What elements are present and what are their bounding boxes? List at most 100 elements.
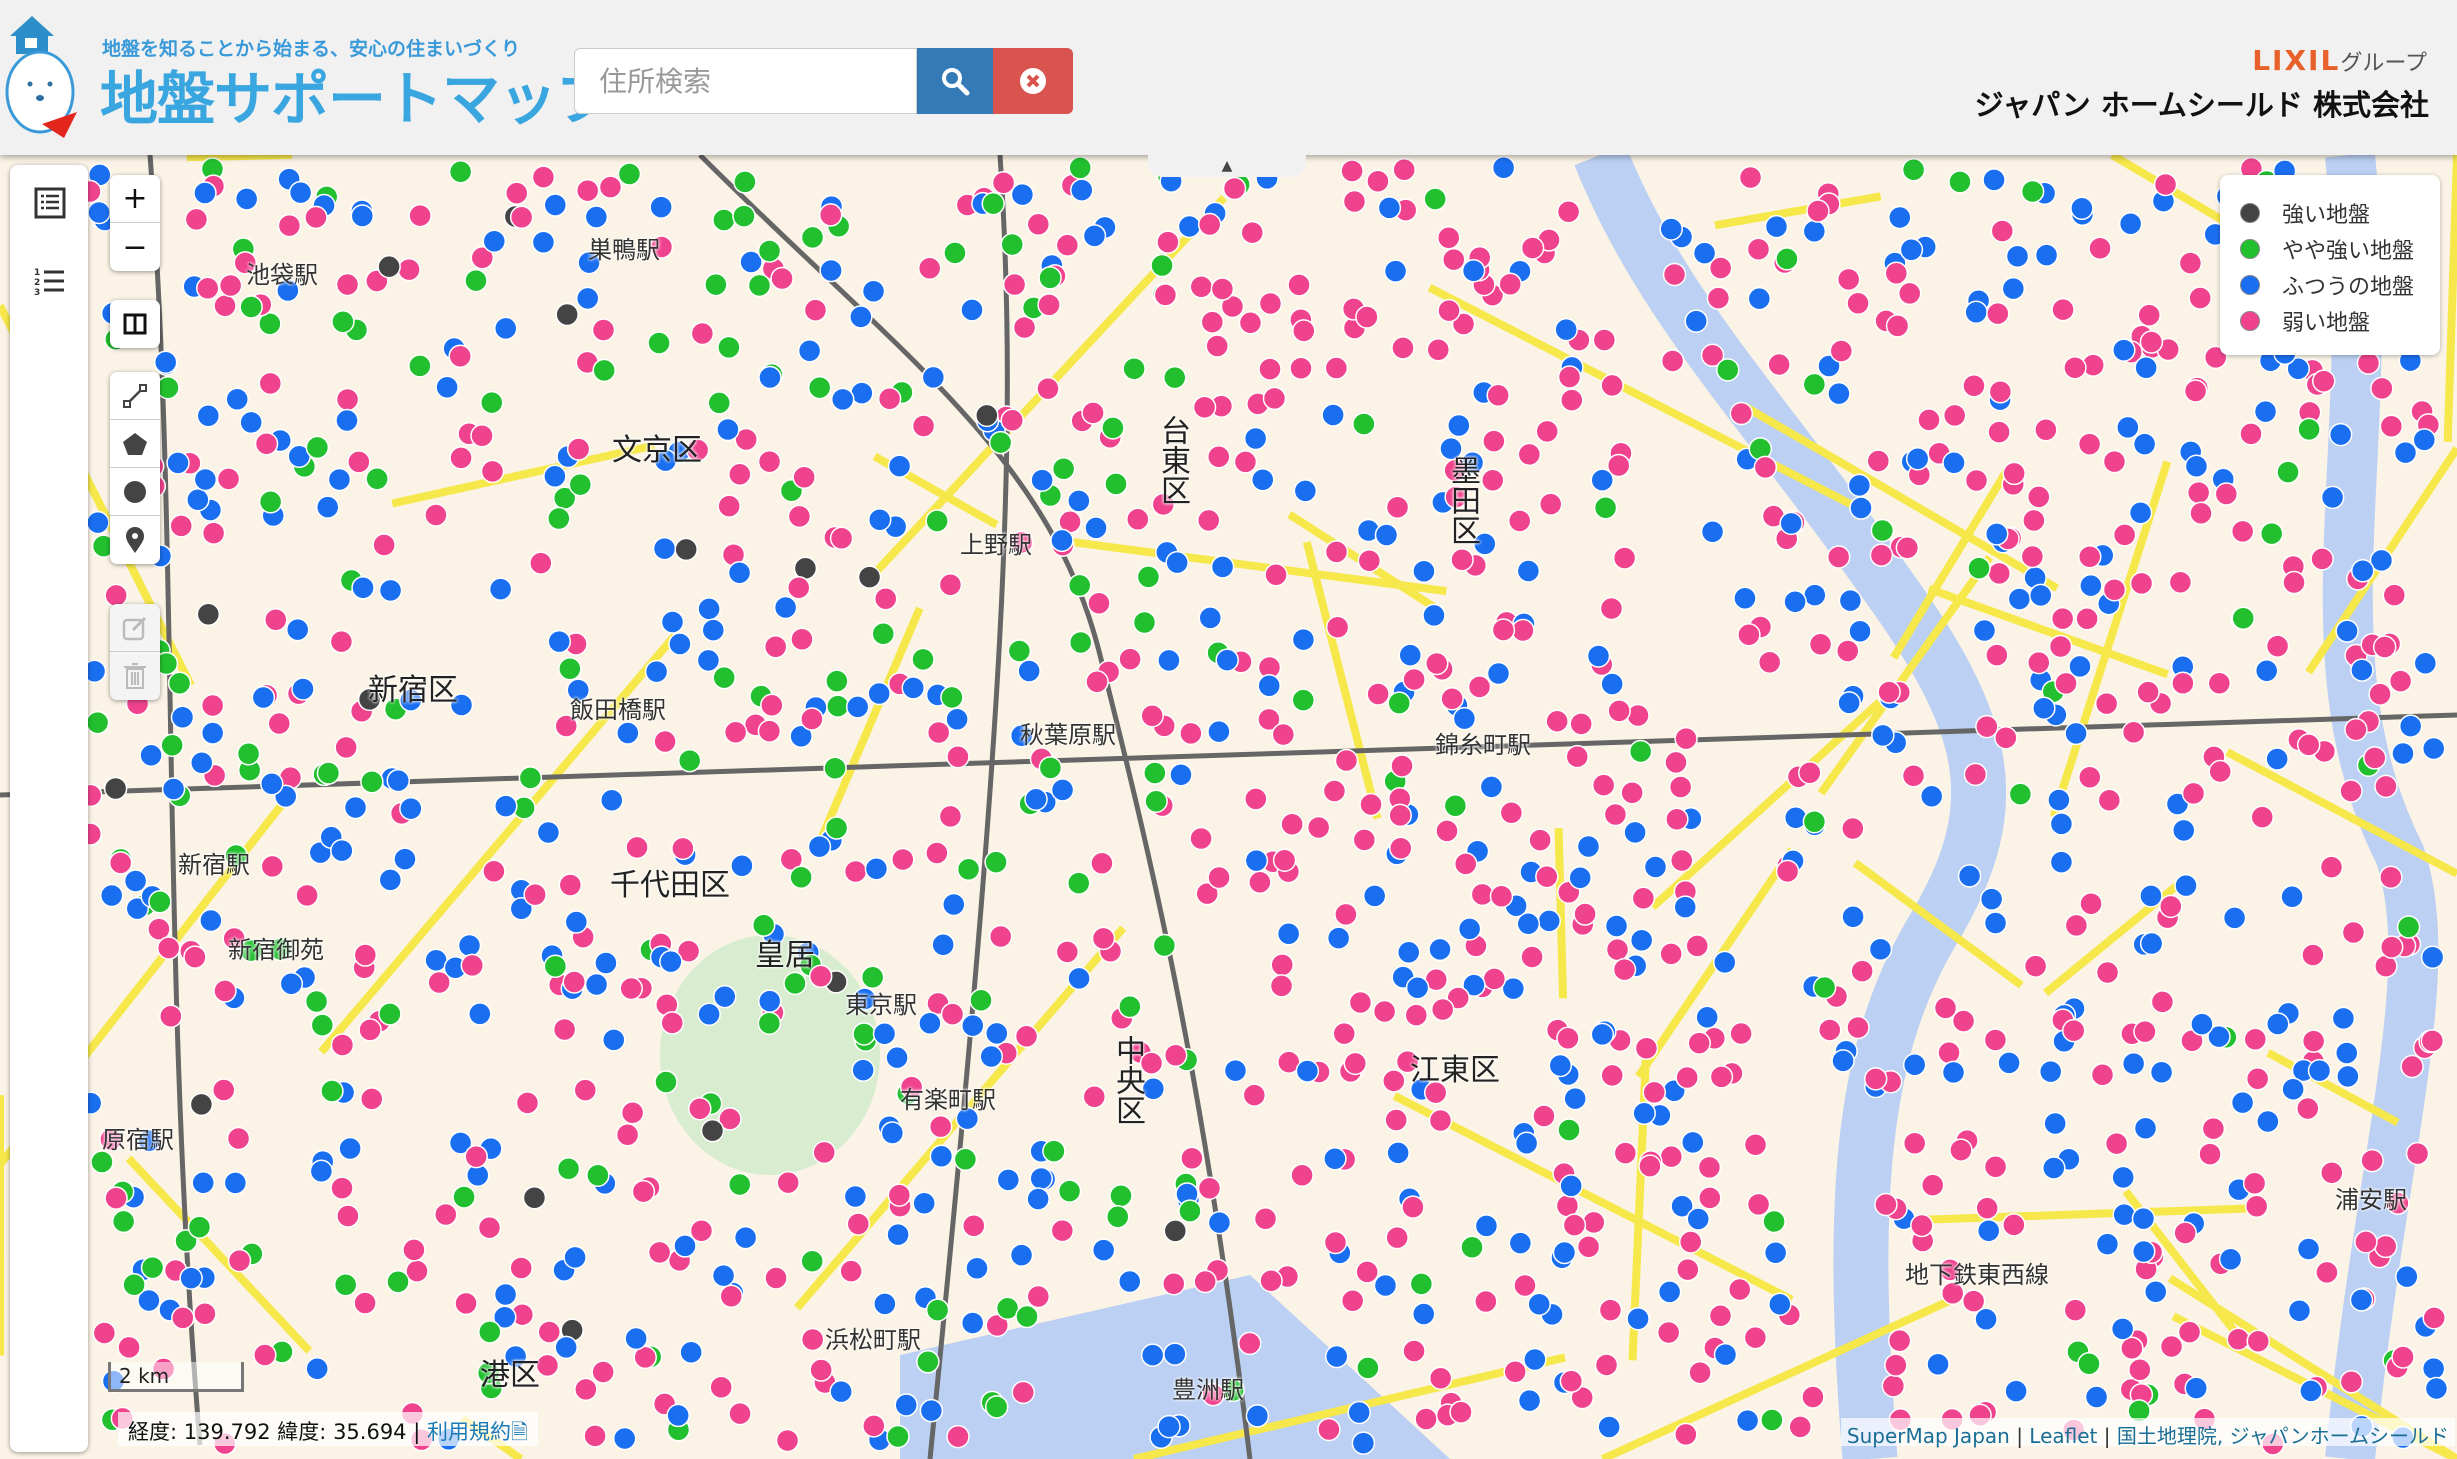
- survey-point-marker[interactable]: [258, 371, 283, 396]
- survey-point-marker[interactable]: [213, 293, 237, 318]
- survey-point-marker[interactable]: [602, 1028, 626, 1052]
- survey-point-marker[interactable]: [1747, 286, 1772, 311]
- survey-point-marker[interactable]: [575, 178, 600, 203]
- survey-point-marker[interactable]: [316, 761, 341, 785]
- survey-point-marker[interactable]: [334, 735, 358, 760]
- survey-point-marker[interactable]: [925, 1298, 950, 1322]
- survey-point-marker[interactable]: [2068, 654, 2092, 679]
- survey-point-marker[interactable]: [2133, 1019, 2157, 1044]
- survey-point-marker[interactable]: [1223, 1058, 1248, 1083]
- survey-point-marker[interactable]: [2049, 812, 2074, 836]
- survey-point-marker[interactable]: [1383, 259, 1408, 283]
- survey-point-marker[interactable]: [953, 1147, 978, 1172]
- survey-point-marker[interactable]: [747, 273, 772, 298]
- survey-point-marker[interactable]: [1189, 826, 1213, 851]
- survey-point-marker[interactable]: [233, 251, 258, 275]
- survey-point-marker[interactable]: [584, 972, 609, 997]
- survey-point-marker[interactable]: [333, 1273, 358, 1297]
- survey-point-marker[interactable]: [2190, 1012, 2214, 1036]
- list-alt-icon[interactable]: [34, 187, 66, 219]
- survey-point-marker[interactable]: [224, 843, 248, 868]
- survey-point-marker[interactable]: [2243, 1027, 2268, 1052]
- survey-point-marker[interactable]: [258, 490, 283, 514]
- survey-point-marker[interactable]: [808, 964, 833, 989]
- survey-point-marker[interactable]: [1507, 509, 1532, 533]
- survey-point-marker[interactable]: [277, 213, 302, 238]
- survey-point-marker[interactable]: [668, 632, 692, 656]
- survey-point-marker[interactable]: [619, 976, 643, 1001]
- survey-point-marker[interactable]: [1687, 1031, 1711, 1055]
- survey-point-marker[interactable]: [631, 1179, 656, 1204]
- survey-point-marker[interactable]: [2111, 1165, 2135, 1190]
- survey-point-marker[interactable]: [137, 1288, 161, 1313]
- survey-point-marker[interactable]: [2230, 1090, 2255, 1115]
- survey-point-marker[interactable]: [943, 241, 967, 265]
- survey-point-marker[interactable]: [1205, 334, 1229, 358]
- survey-point-marker[interactable]: [719, 1284, 743, 1308]
- survey-point-marker[interactable]: [1560, 388, 1584, 412]
- survey-point-marker[interactable]: [327, 467, 352, 492]
- survey-point-marker[interactable]: [2372, 635, 2397, 659]
- survey-point-marker[interactable]: [193, 467, 218, 492]
- survey-point-marker[interactable]: [460, 953, 485, 978]
- survey-point-marker[interactable]: [1706, 286, 1731, 310]
- survey-point-marker[interactable]: [1975, 714, 1999, 739]
- survey-point-marker[interactable]: [2097, 788, 2122, 813]
- survey-point-marker[interactable]: [1537, 909, 1561, 933]
- survey-point-marker[interactable]: [1000, 232, 1024, 257]
- survey-point-marker[interactable]: [644, 659, 669, 684]
- survey-point-marker[interactable]: [253, 1343, 277, 1367]
- attribution-supermap[interactable]: SuperMap Japan: [1846, 1424, 2010, 1448]
- survey-point-marker[interactable]: [786, 576, 811, 600]
- survey-point-marker[interactable]: [1979, 887, 2004, 911]
- survey-point-marker[interactable]: [1068, 156, 1092, 180]
- survey-point-marker[interactable]: [1009, 1243, 1034, 1267]
- survey-point-marker[interactable]: [1292, 319, 1316, 343]
- survey-point-marker[interactable]: [357, 687, 382, 712]
- survey-point-marker[interactable]: [1902, 1053, 1927, 1077]
- survey-point-marker[interactable]: [679, 1340, 703, 1365]
- clear-search-button[interactable]: [993, 48, 1073, 114]
- survey-point-marker[interactable]: [1733, 586, 1757, 610]
- survey-point-marker[interactable]: [2328, 422, 2353, 447]
- survey-point-marker[interactable]: [2341, 920, 2366, 945]
- survey-point-marker[interactable]: [717, 335, 741, 360]
- survey-point-marker[interactable]: [676, 939, 701, 963]
- survey-point-marker[interactable]: [819, 258, 843, 283]
- survey-point-marker[interactable]: [1881, 1374, 1906, 1398]
- survey-point-marker[interactable]: [1557, 1118, 1581, 1142]
- survey-point-marker[interactable]: [1535, 864, 1559, 889]
- survey-point-marker[interactable]: [2005, 244, 2030, 268]
- survey-point-marker[interactable]: [1118, 647, 1142, 671]
- survey-point-marker[interactable]: [2131, 1239, 2156, 1264]
- survey-point-marker[interactable]: [452, 1185, 476, 1209]
- survey-point-marker[interactable]: [2184, 1376, 2208, 1400]
- survey-point-marker[interactable]: [1414, 1407, 1438, 1431]
- survey-point-marker[interactable]: [1177, 214, 1202, 239]
- survey-point-marker[interactable]: [1700, 343, 1725, 368]
- survey-point-marker[interactable]: [688, 1096, 712, 1121]
- survey-point-marker[interactable]: [556, 1157, 581, 1181]
- survey-point-marker[interactable]: [320, 1079, 344, 1103]
- survey-point-marker[interactable]: [757, 719, 782, 743]
- survey-point-marker[interactable]: [727, 560, 752, 585]
- survey-point-marker[interactable]: [728, 1401, 752, 1426]
- survey-point-marker[interactable]: [1501, 976, 1526, 1001]
- survey-point-marker[interactable]: [1642, 1080, 1667, 1105]
- survey-point-marker[interactable]: [448, 344, 472, 368]
- survey-point-marker[interactable]: [187, 1215, 212, 1239]
- survey-point-marker[interactable]: [1593, 496, 1618, 520]
- survey-point-marker[interactable]: [1899, 238, 1924, 262]
- survey-point-marker[interactable]: [1462, 973, 1486, 997]
- survey-point-marker[interactable]: [1317, 1417, 1341, 1442]
- survey-point-marker[interactable]: [1656, 1320, 1681, 1345]
- survey-point-marker[interactable]: [537, 1320, 562, 1344]
- survey-point-marker[interactable]: [1162, 1271, 1186, 1296]
- survey-point-marker[interactable]: [1084, 516, 1108, 540]
- survey-point-marker[interactable]: [773, 595, 798, 620]
- survey-point-marker[interactable]: [1612, 546, 1637, 570]
- survey-point-marker[interactable]: [1697, 1155, 1722, 1180]
- survey-point-marker[interactable]: [861, 279, 886, 303]
- survey-point-marker[interactable]: [1933, 996, 1958, 1020]
- survey-point-marker[interactable]: [2050, 606, 2075, 631]
